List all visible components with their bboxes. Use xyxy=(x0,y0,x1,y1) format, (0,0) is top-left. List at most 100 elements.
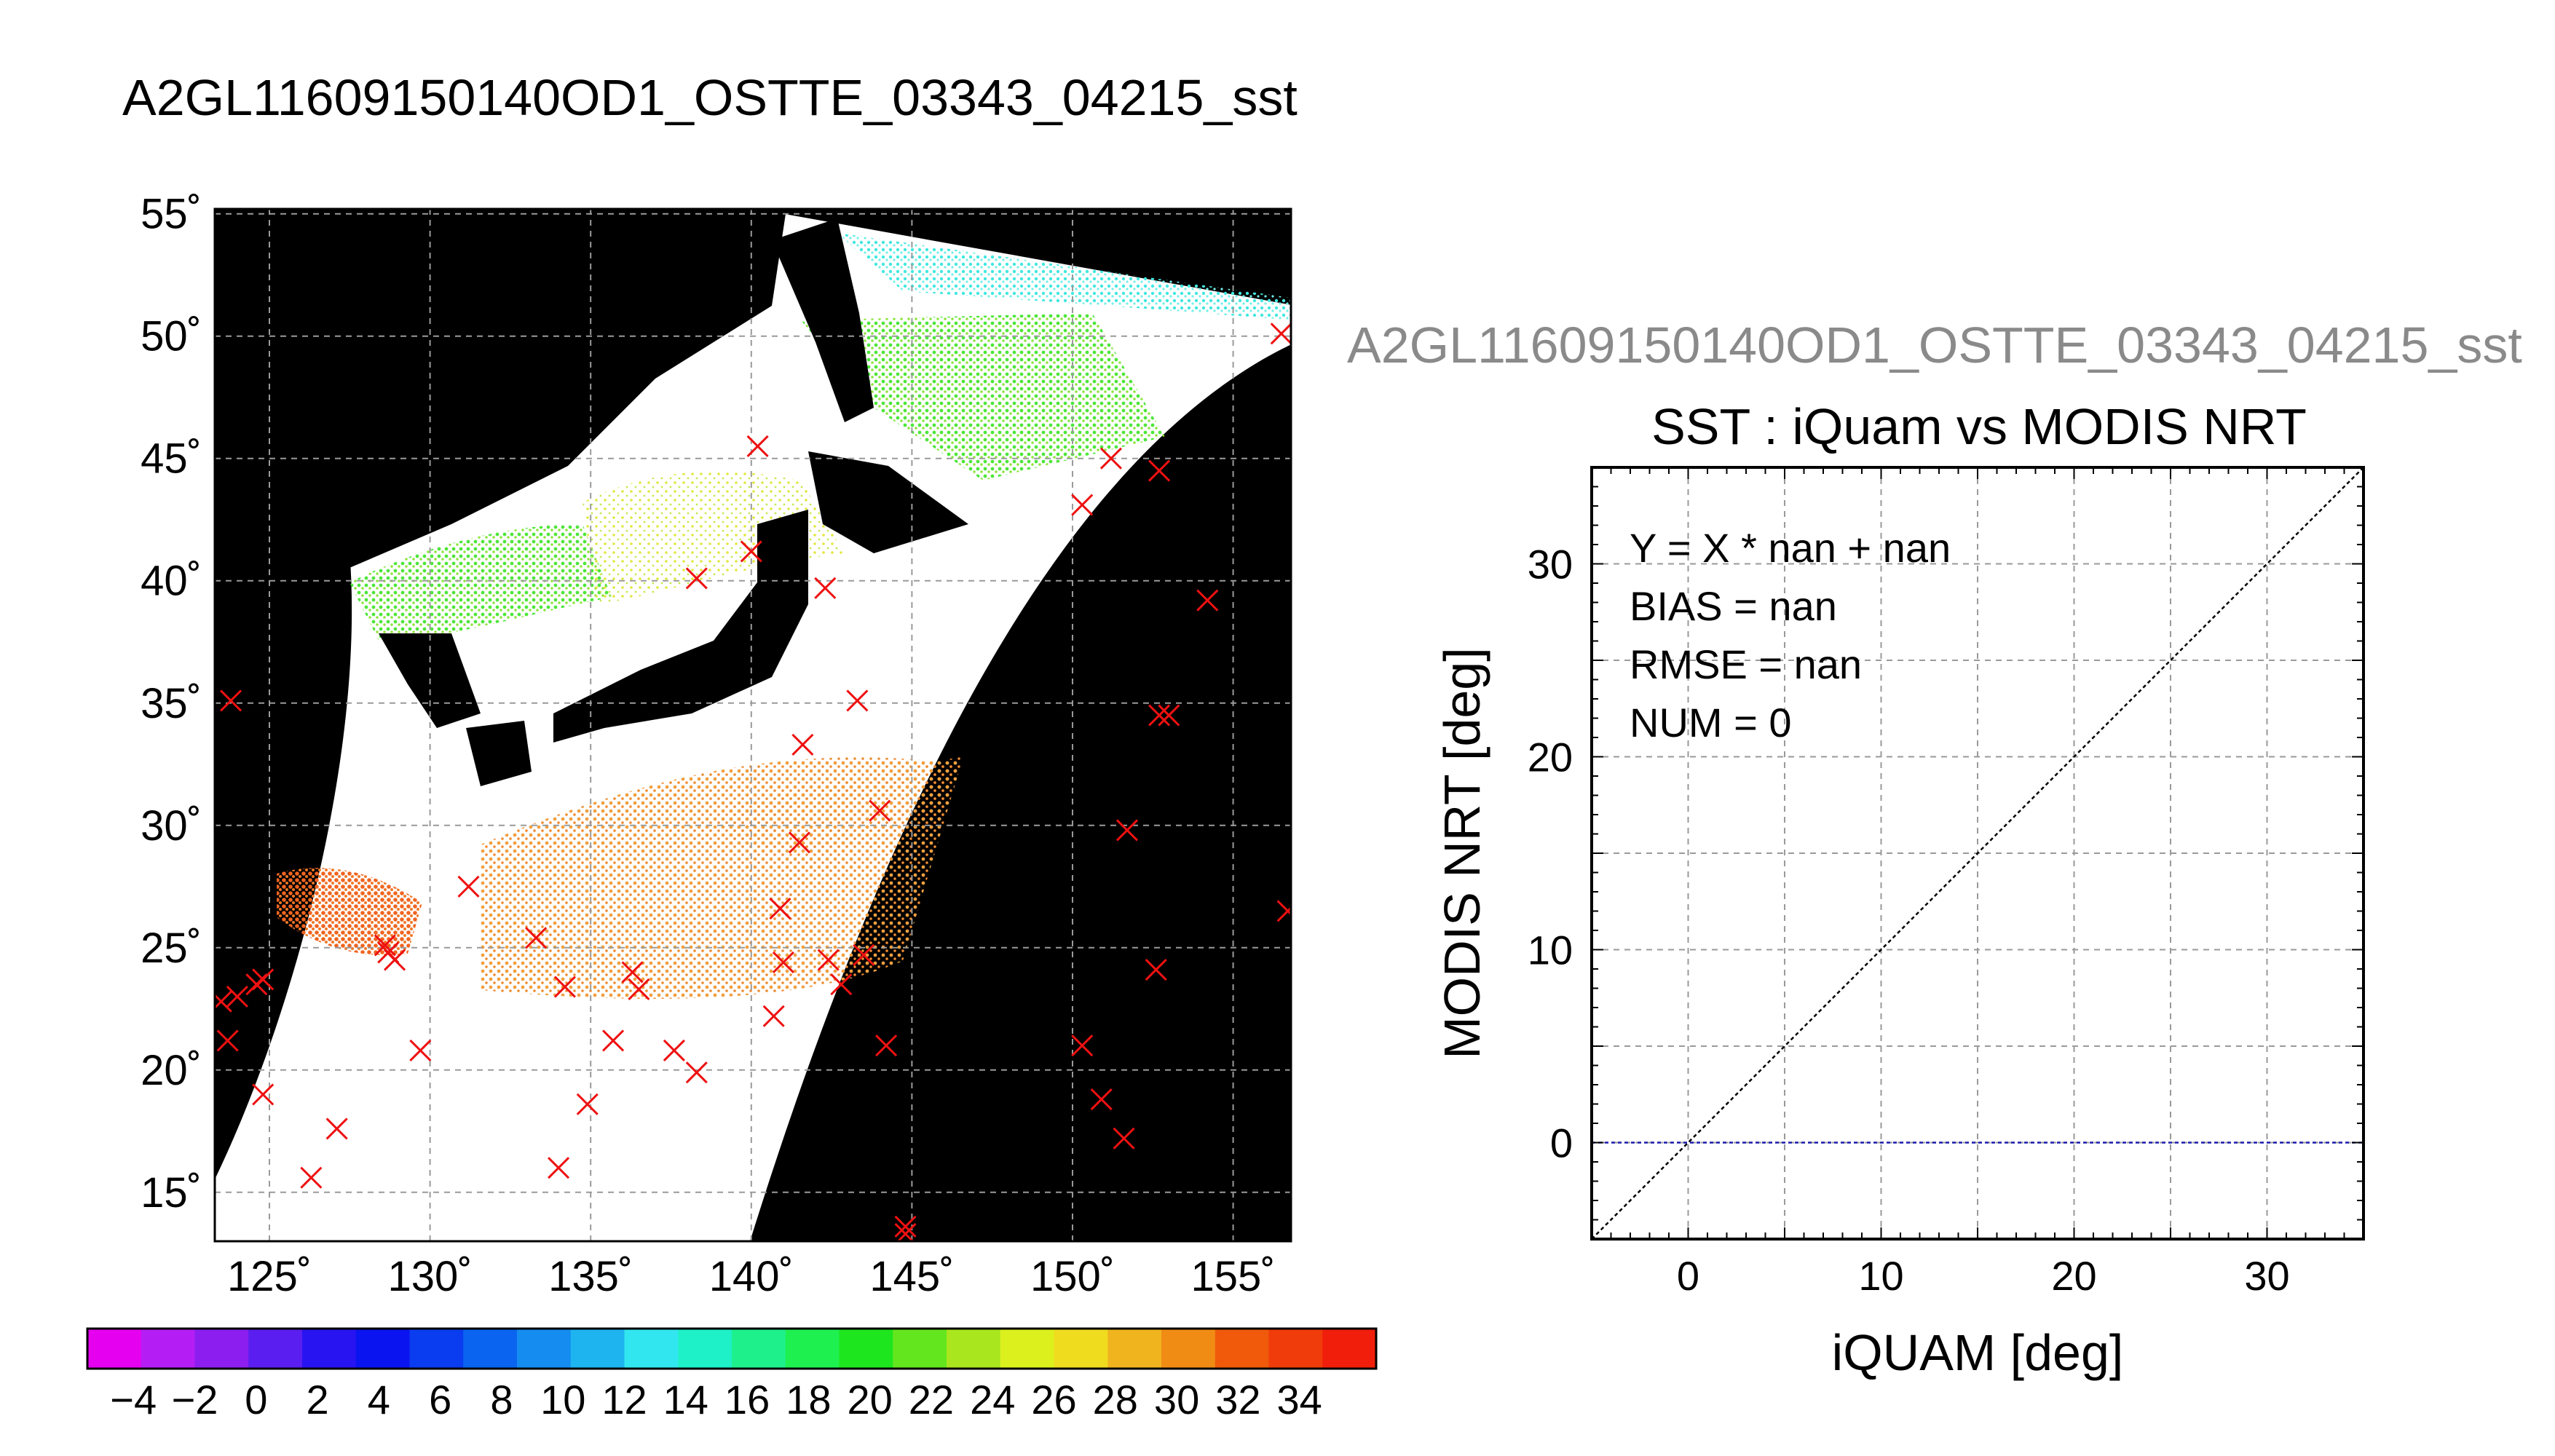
colorbar-tick-label: 2 xyxy=(306,1377,328,1423)
lat-tick-label: 55˚ xyxy=(141,191,202,238)
iquam-marker xyxy=(685,1061,708,1084)
colorbar-swatch xyxy=(463,1329,518,1369)
iquam-marker xyxy=(252,968,275,991)
colorbar-swatch xyxy=(1215,1329,1269,1369)
iquam-marker xyxy=(762,1005,785,1027)
x-tick-label: 10 xyxy=(1858,1253,1903,1299)
stats-bias: BIAS = nan xyxy=(1630,583,1837,629)
iquam-marker xyxy=(628,978,650,1000)
colorbar-tick-label: 14 xyxy=(663,1377,708,1423)
iquam-marker xyxy=(894,1215,917,1238)
iquam-marker xyxy=(769,897,791,920)
iquam-marker xyxy=(817,949,840,971)
colorbar-tick-labels: −4 −2 0 2 4 6 8 10 12 14 16 18 20 22 24 26 28 30 32 34 xyxy=(110,1377,1322,1423)
iquam-marker xyxy=(252,1083,275,1106)
colorbar-tick-label: 10 xyxy=(540,1377,585,1423)
iquam-marker xyxy=(553,976,576,998)
colorbar-swatch xyxy=(1322,1329,1377,1369)
iquam-marker xyxy=(216,1029,239,1052)
colorbar-swatch xyxy=(785,1329,840,1369)
y-tick-label: 30 xyxy=(1528,542,1573,587)
x-axis-label: iQUAM [deg] xyxy=(1832,1324,2124,1381)
iquam-marker xyxy=(746,435,769,457)
iquam-marker xyxy=(685,567,708,590)
iquam-marker xyxy=(226,985,248,1008)
iquam-marker xyxy=(853,943,875,966)
lon-tick-label: 140˚ xyxy=(709,1253,794,1300)
colorbar-swatch xyxy=(1161,1329,1216,1369)
iquam-marker xyxy=(1148,704,1171,727)
land-honshu xyxy=(553,510,808,743)
x-tick-label: 20 xyxy=(2051,1253,2096,1299)
colorbar-tick-label: 24 xyxy=(970,1377,1015,1423)
iquam-marker xyxy=(602,1029,625,1052)
y-tick-label: 10 xyxy=(1528,927,1573,973)
iquam-marker xyxy=(740,540,762,563)
scatter-suptitle: A2GL11609150140OD1_OSTTE_03343_04215_sst xyxy=(1347,317,2522,373)
y-tick-label: 0 xyxy=(1550,1120,1573,1166)
lat-tick-label: 50˚ xyxy=(141,313,202,360)
sst-map[interactable]: 125˚ 130˚ 135˚ 140˚ 145˚ 150˚ 155˚ 15˚ 20˚ 25˚ 30… xyxy=(141,191,1298,1300)
iquam-marker xyxy=(325,1117,348,1140)
iquam-marker xyxy=(663,1039,685,1061)
y-tick-label: 20 xyxy=(1528,735,1573,780)
y-tick-labels: 0 10 20 30 xyxy=(1528,542,1573,1166)
lon-tick-label: 150˚ xyxy=(1030,1253,1115,1300)
scatter-plot[interactable]: 0 10 20 30 0 10 20 30 Y = X * nan + nan BIAS =… xyxy=(1434,466,2365,1381)
iquam-marker xyxy=(384,949,406,971)
iquam-marker xyxy=(215,990,232,1013)
iquam-marker xyxy=(1099,447,1122,470)
lon-tick-label: 130˚ xyxy=(388,1253,473,1300)
colorbar-swatch xyxy=(732,1329,786,1369)
colorbar-swatch xyxy=(839,1329,893,1369)
colorbar-tick-label: 28 xyxy=(1093,1377,1138,1423)
iquam-marker xyxy=(1145,958,1167,981)
stats-box: Y = X * nan + nan BIAS = nan RMSE = nan … xyxy=(1630,525,1951,745)
iquam-marker xyxy=(1196,589,1219,612)
colorbar-swatch xyxy=(678,1329,732,1369)
colorbar-tick-label: 34 xyxy=(1276,1377,1322,1423)
sst-region-cyan xyxy=(837,233,1291,320)
lon-tick-label: 145˚ xyxy=(869,1253,954,1300)
iquam-marker xyxy=(1276,900,1291,922)
land-taiwan xyxy=(215,939,233,1005)
colorbar-tick-label: −2 xyxy=(172,1377,218,1423)
stats-fit: Y = X * nan + nan xyxy=(1630,525,1951,571)
colorbar-swatch xyxy=(570,1329,625,1369)
iquam-marker xyxy=(772,951,794,973)
land-sakhalin xyxy=(772,218,874,422)
map-title: A2GL11609150140OD1_OSTTE_03343_04215_sst xyxy=(122,69,1298,126)
land-kyushu xyxy=(466,721,532,786)
colorbar-swatch xyxy=(248,1329,303,1369)
map-graticule xyxy=(215,209,1291,1241)
iquam-marker xyxy=(814,577,837,599)
iquam-marker xyxy=(1158,704,1180,727)
lat-tick-label: 40˚ xyxy=(141,558,202,605)
lat-tick-label: 45˚ xyxy=(141,435,202,483)
sst-region-green-west xyxy=(350,524,612,641)
colorbar-swatch xyxy=(1268,1329,1323,1369)
map-frame xyxy=(213,207,1292,1243)
iquam-marker xyxy=(830,973,853,996)
colorbar-tick-label: 12 xyxy=(601,1377,647,1423)
colorbar-swatch xyxy=(947,1329,1001,1369)
iquam-marker xyxy=(525,927,548,949)
colorbar-swatch xyxy=(355,1329,410,1369)
x-tick-label: 0 xyxy=(1677,1253,1699,1299)
colorbar-swatch xyxy=(1054,1329,1108,1369)
colorbar-tick-label: 18 xyxy=(786,1377,831,1423)
iquam-marker xyxy=(1071,494,1094,516)
iquam-marker xyxy=(621,961,644,984)
lat-tick-label: 35˚ xyxy=(141,680,202,727)
colorbar-swatch xyxy=(194,1329,249,1369)
colorbar-tick-label: 0 xyxy=(245,1377,267,1423)
iquam-marker xyxy=(457,875,480,898)
colorbar-tick-label: 6 xyxy=(429,1377,451,1423)
iquam-marker xyxy=(1071,1034,1094,1057)
x-tick-label: 30 xyxy=(2244,1253,2289,1299)
colorbar-swatch xyxy=(624,1329,679,1369)
colorbar-tick-label: 8 xyxy=(490,1377,513,1423)
lat-tick-labels: 15˚ 20˚ 25˚ 30˚ 35˚ 40˚ 45˚ 50˚ 55˚ xyxy=(141,191,202,1216)
colorbar-tick-label: 32 xyxy=(1215,1377,1260,1423)
colorbar-swatch xyxy=(141,1329,195,1369)
